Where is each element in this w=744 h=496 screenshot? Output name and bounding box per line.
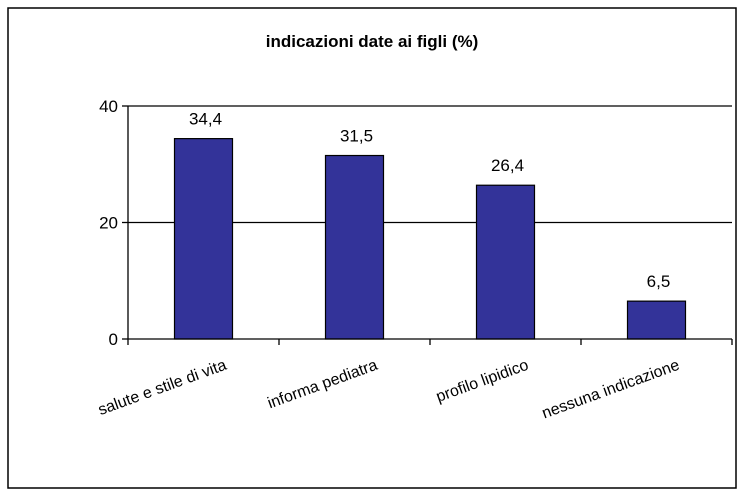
- bar: [626, 300, 687, 340]
- y-tick-label: 40: [99, 97, 118, 116]
- axes: [122, 105, 733, 345]
- chart-title: indicazioni date ai figli (%): [266, 32, 479, 51]
- bar: [475, 184, 536, 340]
- bar: [324, 154, 385, 340]
- data-label: 34,4: [189, 110, 222, 129]
- data-label: 6,5: [647, 272, 671, 291]
- bar: [173, 138, 234, 340]
- bars: [173, 138, 687, 340]
- y-tick-label: 20: [99, 214, 118, 233]
- data-label: 31,5: [340, 127, 373, 146]
- y-tick-label: 0: [109, 330, 118, 349]
- data-label: 26,4: [491, 156, 524, 175]
